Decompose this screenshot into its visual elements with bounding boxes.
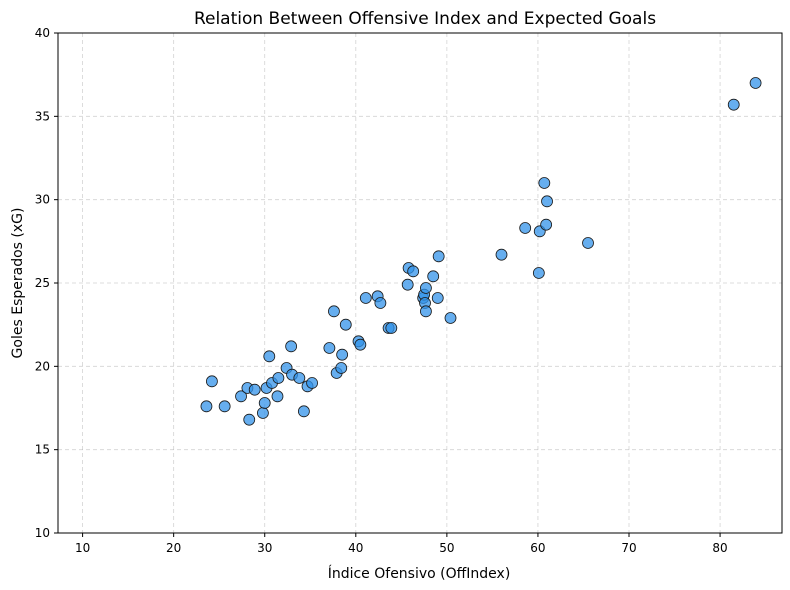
data-point xyxy=(407,265,420,278)
data-points xyxy=(200,77,762,426)
x-tick-label: 30 xyxy=(257,541,272,555)
data-point xyxy=(336,348,349,361)
y-axis: 10 15 20 25 30 35 40 xyxy=(35,26,58,540)
data-point xyxy=(306,377,318,389)
data-point xyxy=(272,372,285,384)
data-point xyxy=(263,350,276,363)
data-point xyxy=(258,397,271,409)
x-tick-label: 60 xyxy=(530,541,545,555)
y-tick-label: 40 xyxy=(35,26,50,40)
data-point xyxy=(385,322,398,334)
data-point xyxy=(243,413,256,426)
data-point xyxy=(328,305,340,318)
x-tick-label: 10 xyxy=(75,541,90,555)
x-axis-label: Índice Ofensivo (OffIndex) xyxy=(328,565,511,582)
y-tick-label: 20 xyxy=(35,359,50,373)
data-point xyxy=(401,278,414,291)
data-point xyxy=(206,375,218,388)
y-tick-label: 25 xyxy=(35,276,50,290)
y-tick-label: 10 xyxy=(35,526,50,540)
data-point xyxy=(285,340,298,353)
data-point xyxy=(427,270,440,283)
data-point xyxy=(420,305,432,318)
data-point xyxy=(444,312,457,324)
x-axis: 10 20 30 40 50 60 70 80 xyxy=(75,533,728,555)
data-point xyxy=(541,195,553,208)
data-point xyxy=(540,218,553,231)
data-point xyxy=(335,362,348,374)
data-point xyxy=(432,250,445,263)
data-point xyxy=(257,407,269,419)
chart-title: Relation Between Offensive Index and Exp… xyxy=(194,9,656,29)
data-point xyxy=(271,390,284,403)
x-tick-label: 70 xyxy=(621,541,636,555)
data-point xyxy=(519,222,532,234)
data-point xyxy=(374,297,387,309)
data-point xyxy=(749,77,762,89)
data-point xyxy=(538,177,551,189)
data-point xyxy=(323,342,336,354)
data-point xyxy=(359,292,372,304)
y-tick-label: 35 xyxy=(35,109,50,123)
x-tick-label: 50 xyxy=(439,541,454,555)
x-tick-label: 80 xyxy=(712,541,727,555)
x-tick-label: 40 xyxy=(348,541,363,555)
data-point xyxy=(354,338,367,351)
data-point xyxy=(297,405,310,418)
data-point xyxy=(235,390,247,403)
y-tick-label: 15 xyxy=(35,443,50,457)
y-tick-label: 30 xyxy=(35,193,50,207)
grid xyxy=(58,32,782,534)
data-point xyxy=(495,248,508,261)
data-point xyxy=(339,318,352,331)
data-point xyxy=(248,383,261,396)
data-point xyxy=(431,292,444,304)
data-point xyxy=(582,237,594,249)
data-point xyxy=(200,400,213,413)
data-point xyxy=(218,400,231,413)
data-point xyxy=(727,98,740,111)
y-axis-label: Goles Esperados (xG) xyxy=(10,208,26,359)
data-point xyxy=(420,282,432,294)
data-point xyxy=(532,267,545,279)
data-point xyxy=(293,372,306,384)
x-tick-label: 20 xyxy=(166,541,181,555)
